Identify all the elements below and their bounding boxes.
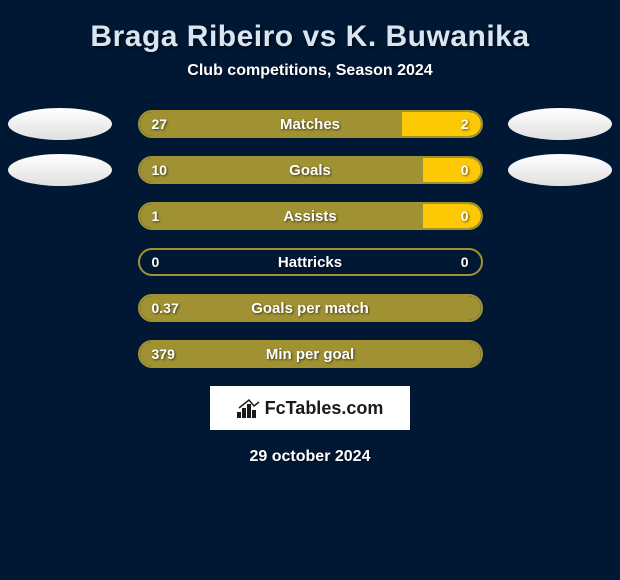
stat-bar: 27 2 Matches	[138, 110, 483, 138]
stat-label: Goals per match	[251, 300, 369, 317]
stat-value-right: 0	[461, 254, 469, 270]
bar-fill-left	[140, 204, 423, 228]
stat-value-right: 0	[461, 162, 469, 178]
stat-label: Assists	[283, 208, 336, 225]
stat-bar: 1 0 Assists	[138, 202, 483, 230]
bar-fill-left	[140, 112, 403, 136]
stat-bar: 0 0 Hattricks	[138, 248, 483, 276]
bar-fill-right	[423, 204, 481, 228]
date-label: 29 october 2024	[0, 448, 620, 466]
player-avatar-left	[8, 154, 112, 186]
stat-row: 27 2 Matches	[0, 110, 620, 138]
bar-fill-left	[140, 158, 423, 182]
stat-value-left: 379	[152, 346, 175, 362]
stat-value-left: 0.37	[152, 300, 179, 316]
stat-row: 0.37 Goals per match	[0, 294, 620, 322]
fctables-logo-text: FcTables.com	[237, 398, 384, 419]
stat-row: 379 Min per goal	[0, 340, 620, 368]
chart-icon	[237, 398, 261, 418]
main-container: Braga Ribeiro vs K. Buwanika Club compet…	[0, 0, 620, 476]
comparison-subtitle: Club competitions, Season 2024	[0, 62, 620, 110]
stat-bar: 0.37 Goals per match	[138, 294, 483, 322]
stat-label: Hattricks	[278, 254, 342, 271]
stat-row: 1 0 Assists	[0, 202, 620, 230]
stat-value-right: 2	[461, 116, 469, 132]
stat-bar: 10 0 Goals	[138, 156, 483, 184]
stat-value-left: 10	[152, 162, 168, 178]
fctables-logo-box: FcTables.com	[210, 386, 410, 430]
player-avatar-right	[508, 108, 612, 140]
stat-label: Goals	[289, 162, 331, 179]
stat-value-right: 0	[461, 208, 469, 224]
player-avatar-right	[508, 154, 612, 186]
stat-value-left: 1	[152, 208, 160, 224]
stat-label: Matches	[280, 116, 340, 133]
comparison-title: Braga Ribeiro vs K. Buwanika	[0, 10, 620, 62]
stat-value-left: 27	[152, 116, 168, 132]
stat-label: Min per goal	[266, 346, 354, 363]
stat-value-left: 0	[152, 254, 160, 270]
logo-label: FcTables.com	[265, 398, 384, 419]
stat-row: 10 0 Goals	[0, 156, 620, 184]
player-avatar-left	[8, 108, 112, 140]
stat-bar: 379 Min per goal	[138, 340, 483, 368]
bar-fill-right	[423, 158, 481, 182]
stats-container: 272Matches100Goals10Assists00Hattricks0.…	[0, 110, 620, 368]
stat-row: 0 0 Hattricks	[0, 248, 620, 276]
